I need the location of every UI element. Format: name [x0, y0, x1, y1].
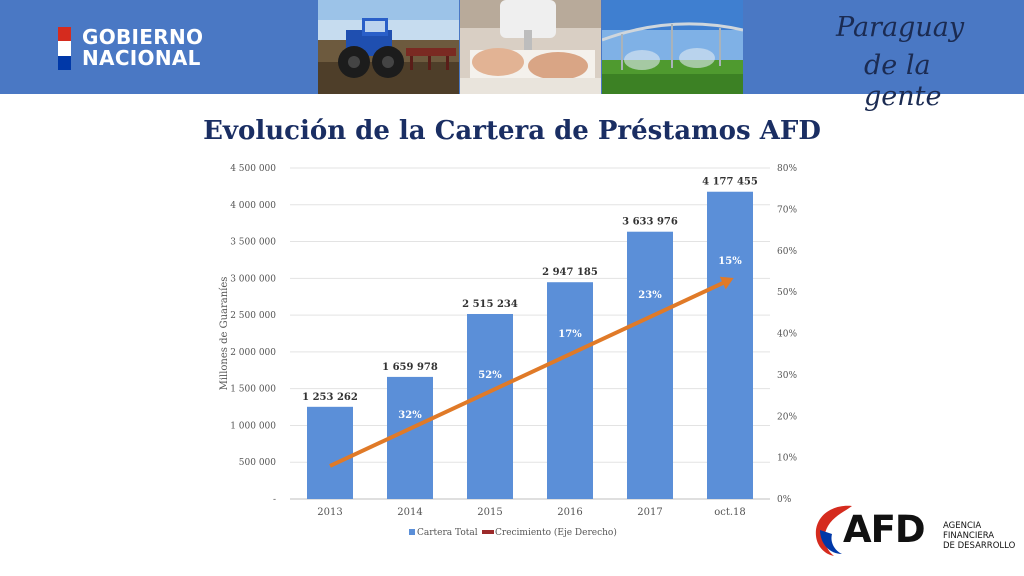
- growth-label: 17%: [558, 329, 582, 340]
- x-tick-label: oct.18: [714, 507, 746, 518]
- irrigation-photo: [602, 0, 743, 94]
- slogan-line-2: de la gente: [864, 50, 942, 112]
- y2-tick-label: 0%: [777, 495, 792, 505]
- x-tick-label: 2013: [317, 507, 342, 518]
- legend-label-cartera: Cartera Total: [417, 528, 478, 538]
- afd-logo-name: AFD: [843, 508, 926, 551]
- growth-label: 32%: [398, 410, 422, 421]
- x-tick-label: 2016: [557, 507, 582, 518]
- y-tick-label: -: [273, 495, 276, 505]
- bar-value-label: 3 633 976: [622, 217, 678, 228]
- bar-cartera-total: [547, 282, 593, 499]
- afd-subtitle-2: FINANCIERA: [943, 531, 995, 541]
- x-tick-label: 2014: [397, 507, 422, 518]
- x-tick-label: 2015: [477, 507, 502, 518]
- sewing-photo: [460, 0, 601, 94]
- growth-label: 52%: [478, 370, 502, 381]
- y-tick-label: 1 000 000: [230, 421, 276, 431]
- bar-value-label: 1 659 978: [382, 362, 438, 373]
- slogan: Paraguay de la gente: [832, 12, 1002, 112]
- gov-logo-line-2: NACIONAL: [82, 46, 201, 70]
- afd-logo: AFD AGENCIA FINANCIERA DE DESARROLLO: [812, 500, 1017, 560]
- afd-swirl-icon: [815, 505, 852, 556]
- y2-tick-label: 80%: [777, 164, 797, 174]
- y2-tick-label: 20%: [777, 412, 797, 422]
- legend-swatch-cartera: [409, 529, 415, 535]
- y-tick-label: 1 500 000: [230, 385, 276, 395]
- trend-arrow-head: [719, 276, 734, 290]
- y-tick-label: 2 500 000: [230, 311, 276, 321]
- bar-cartera-total: [627, 231, 673, 500]
- y-tick-label: 4 500 000: [230, 164, 276, 174]
- gov-logo-line-1: GOBIERNO: [82, 25, 204, 49]
- growth-label: 23%: [638, 290, 662, 301]
- y-axis-label: Millones de Guaraníes: [219, 277, 230, 391]
- bar-cartera-total: [707, 191, 753, 499]
- y2-tick-label: 10%: [777, 454, 797, 464]
- y-tick-label: 3 000 000: [230, 274, 276, 284]
- trend-line: [329, 277, 731, 468]
- y2-tick-label: 30%: [777, 371, 797, 381]
- afd-subtitle-3: DE DESARROLLO: [943, 541, 1016, 551]
- afd-subtitle-1: AGENCIA: [943, 521, 982, 531]
- y2-tick-label: 50%: [777, 288, 797, 298]
- flag-icon: [58, 27, 71, 70]
- bar-value-label: 1 253 262: [302, 392, 358, 403]
- y2-tick-label: 40%: [777, 330, 797, 340]
- slogan-line-1: Paraguay: [836, 12, 965, 43]
- bar-value-label: 2 947 185: [542, 267, 598, 278]
- x-tick-label: 2017: [637, 507, 662, 518]
- y-tick-label: 2 000 000: [230, 348, 276, 358]
- y-tick-label: 4 000 000: [230, 201, 276, 211]
- bar-cartera-total: [467, 313, 513, 499]
- y-tick-label: 500 000: [239, 458, 276, 468]
- gobierno-nacional-logo: GOBIERNO NACIONAL: [58, 27, 228, 71]
- bar-value-label: 4 177 455: [702, 177, 758, 188]
- growth-label: 15%: [718, 256, 742, 267]
- y2-tick-label: 60%: [777, 247, 797, 257]
- header-banner: GOBIERNO NACIONAL: [0, 0, 1024, 112]
- bar-cartera-total: [307, 406, 353, 499]
- bar-value-label: 2 515 234: [462, 299, 518, 310]
- legend-label-crecimiento: Crecimiento (Eje Derecho): [495, 527, 617, 538]
- y-tick-label: 3 500 000: [230, 238, 276, 248]
- legend-swatch-crecimiento: [482, 530, 494, 534]
- tractor-photo: [318, 0, 459, 94]
- chart-title: Evolución de la Cartera de Préstamos AFD: [203, 116, 821, 146]
- y2-tick-label: 70%: [777, 205, 797, 215]
